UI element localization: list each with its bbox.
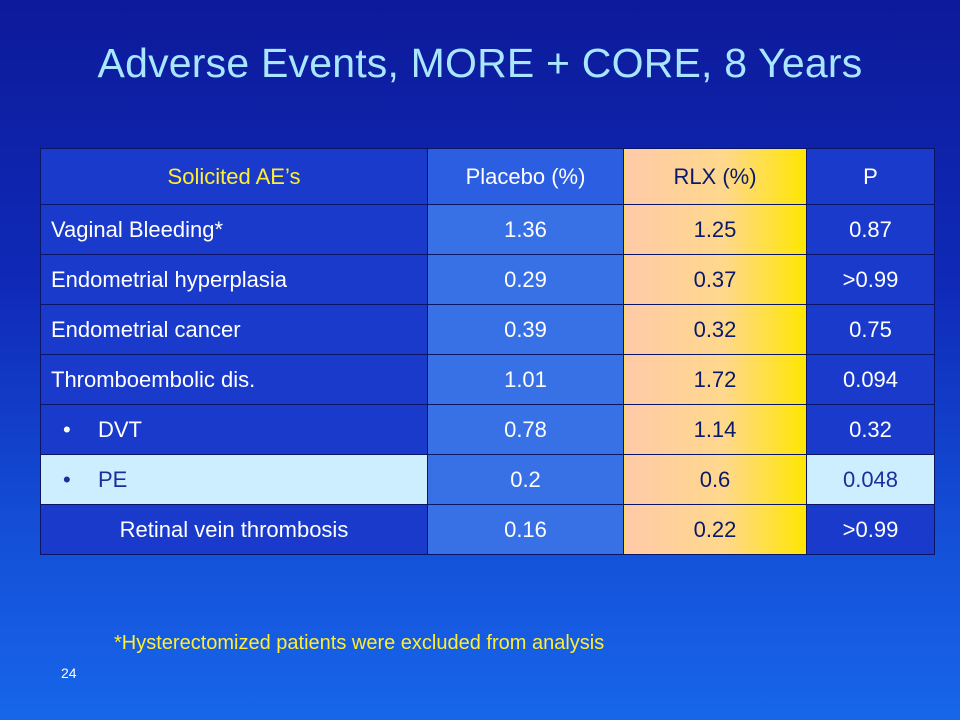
row-label-text: PE xyxy=(98,466,128,492)
row-label-bulleted: • PE xyxy=(40,454,428,505)
header-rlx: RLX (%) xyxy=(623,148,807,205)
p-value: 0.048 xyxy=(806,454,935,505)
row-label: Vaginal Bleeding* xyxy=(40,204,428,255)
row-label: Retinal vein thrombosis xyxy=(40,504,428,555)
table-row: Retinal vein thrombosis 0.16 0.22 >0.99 xyxy=(40,504,935,555)
table-row: Endometrial cancer 0.39 0.32 0.75 xyxy=(40,304,935,355)
rlx-value: 1.72 xyxy=(623,354,807,405)
rlx-value: 0.22 xyxy=(623,504,807,555)
row-label: Thromboembolic dis. xyxy=(40,354,428,405)
rlx-value: 1.25 xyxy=(623,204,807,255)
rlx-value: 0.37 xyxy=(623,254,807,305)
adverse-events-table: Solicited AE’s Placebo (%) RLX (%) P Vag… xyxy=(40,148,935,555)
table-row: • DVT 0.78 1.14 0.32 xyxy=(40,404,935,455)
rlx-value: 1.14 xyxy=(623,404,807,455)
table-row: Endometrial hyperplasia 0.29 0.37 >0.99 xyxy=(40,254,935,305)
placebo-value: 0.29 xyxy=(427,254,624,305)
p-value: >0.99 xyxy=(806,504,935,555)
row-label-bulleted: • DVT xyxy=(40,404,428,455)
table-row-highlighted: • PE 0.2 0.6 0.048 xyxy=(40,454,935,505)
header-placebo: Placebo (%) xyxy=(427,148,624,205)
p-value: 0.87 xyxy=(806,204,935,255)
placebo-value: 0.16 xyxy=(427,504,624,555)
row-label-text: DVT xyxy=(98,416,142,442)
footnote: *Hysterectomized patients were excluded … xyxy=(114,632,605,654)
placebo-value: 1.01 xyxy=(427,354,624,405)
placebo-value: 0.2 xyxy=(427,454,624,505)
placebo-value: 1.36 xyxy=(427,204,624,255)
p-value: >0.99 xyxy=(806,254,935,305)
bullet-icon: • xyxy=(63,416,71,442)
p-value: 0.094 xyxy=(806,354,935,405)
header-p: P xyxy=(806,148,935,205)
row-label: Endometrial cancer xyxy=(40,304,428,355)
placebo-value: 0.78 xyxy=(427,404,624,455)
table-row: Vaginal Bleeding* 1.36 1.25 0.87 xyxy=(40,204,935,255)
slide-title: Adverse Events, MORE + CORE, 8 Years xyxy=(97,40,863,86)
rlx-value: 0.6 xyxy=(623,454,807,505)
bullet-icon: • xyxy=(63,466,71,492)
rlx-value: 0.32 xyxy=(623,304,807,355)
p-value: 0.75 xyxy=(806,304,935,355)
placebo-value: 0.39 xyxy=(427,304,624,355)
p-value: 0.32 xyxy=(806,404,935,455)
table-header-row: Solicited AE’s Placebo (%) RLX (%) P xyxy=(40,148,935,205)
header-solicited-aes: Solicited AE’s xyxy=(40,148,428,205)
row-label: Endometrial hyperplasia xyxy=(40,254,428,305)
table-row: Thromboembolic dis. 1.01 1.72 0.094 xyxy=(40,354,935,405)
page-number: 24 xyxy=(61,665,77,681)
